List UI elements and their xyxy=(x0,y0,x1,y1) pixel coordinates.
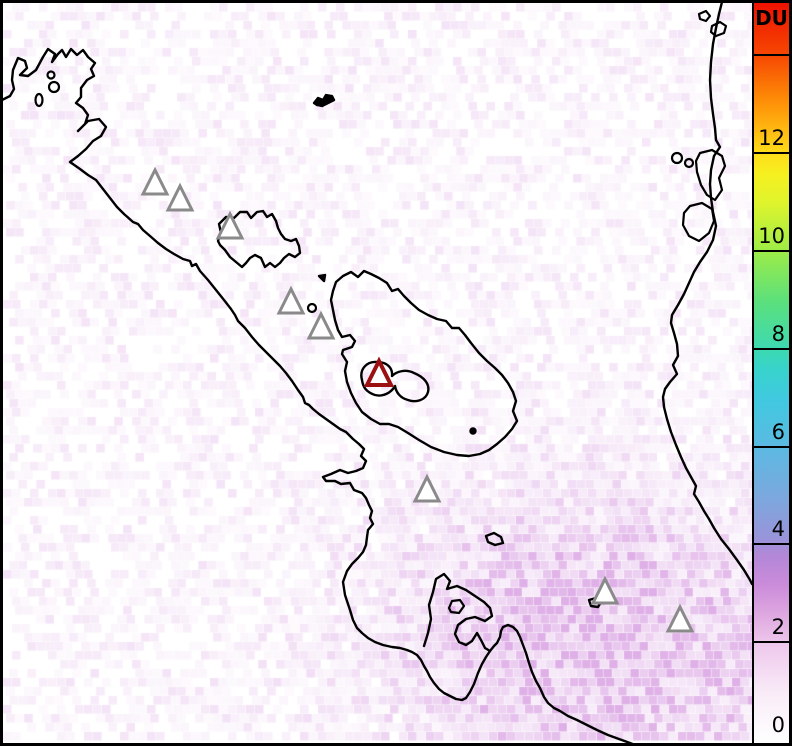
island-ring xyxy=(47,80,61,94)
lagoon-island xyxy=(694,148,727,202)
colorbar: DU 0 2 4 6 8 10 12 xyxy=(752,3,789,743)
colorbar-tick-label: 12 xyxy=(758,126,785,151)
lake-central xyxy=(329,269,519,458)
volcano-marker xyxy=(276,285,306,315)
island-oval xyxy=(34,92,44,108)
volcano-marker xyxy=(665,603,695,633)
lagoon-ring xyxy=(670,151,684,165)
islet-south xyxy=(484,531,505,547)
volcano-marker xyxy=(412,473,442,503)
coastline-layer xyxy=(0,0,754,746)
lake-northwest xyxy=(216,209,302,269)
colorbar-tick-label: 10 xyxy=(758,223,785,248)
colorbar-divider xyxy=(754,54,789,57)
island-ne xyxy=(697,9,712,23)
colorbar-divider xyxy=(754,249,789,252)
volcano-marker-layer xyxy=(140,166,695,633)
island-ring xyxy=(46,70,56,80)
active-volcano-marker xyxy=(363,356,395,387)
island-fern xyxy=(312,93,336,108)
colorbar-divider xyxy=(754,347,789,350)
volcano-marker xyxy=(306,310,336,340)
colorbar-tick-label: 6 xyxy=(771,419,785,444)
colorbar-divider xyxy=(754,543,789,546)
islet-dot xyxy=(317,273,327,283)
colorbar-divider xyxy=(754,641,789,644)
volcano-marker xyxy=(590,575,620,605)
lagoon-island xyxy=(681,201,716,243)
lagoon-ring xyxy=(683,157,695,169)
colorbar-tick-label: 8 xyxy=(771,321,785,346)
lake-islet xyxy=(469,427,477,435)
island-ne xyxy=(709,20,728,38)
colorbar-tick-label: 2 xyxy=(771,615,785,640)
colorbar-unit-label: DU xyxy=(755,6,788,30)
coastline-pacific xyxy=(0,47,640,746)
colorbar-divider xyxy=(754,445,789,448)
volcano-marker xyxy=(165,182,195,212)
colorbar-tick-label: 0 xyxy=(771,713,785,737)
coastline-peninsula-lagoon xyxy=(422,572,494,653)
island-twin-volcano xyxy=(360,360,430,403)
colorbar-tick-label: 4 xyxy=(771,517,785,542)
lagoon-inner xyxy=(447,598,466,615)
volcano-marker xyxy=(215,210,245,240)
islet-ring xyxy=(306,302,318,314)
colorbar-divider xyxy=(754,152,789,155)
volcano-marker xyxy=(140,166,170,196)
coastline-caribbean xyxy=(661,0,754,586)
